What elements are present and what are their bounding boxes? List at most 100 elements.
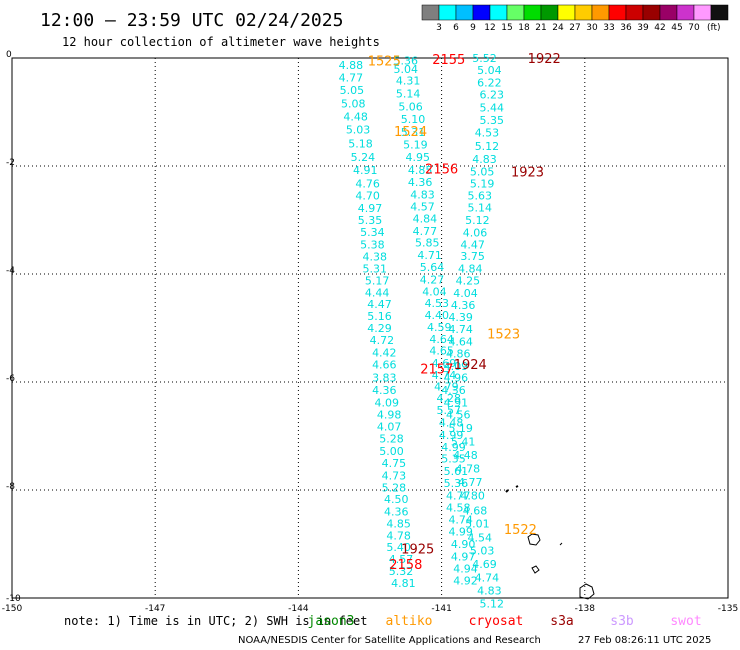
swh-point: 4.91: [353, 164, 378, 177]
swh-point: 4.57: [410, 201, 435, 214]
colorbar-label: 21: [535, 23, 546, 33]
swh-point: 5.28: [379, 433, 404, 446]
x-tick-label: -150: [2, 604, 23, 614]
satellite-legend-jason3: jason3: [308, 614, 355, 629]
colorbar-label: 42: [654, 23, 665, 33]
swh-point: 5.19: [448, 422, 473, 435]
swh-point: 4.95: [405, 151, 430, 164]
swh-point: 5.34: [360, 226, 385, 239]
swh-point: 6.23: [479, 89, 504, 102]
swh-point: 5.85: [415, 237, 440, 250]
swh-point: 4.38: [363, 251, 388, 264]
swh-point: 4.48: [439, 417, 464, 430]
swh-point: 4.99: [439, 429, 464, 442]
swh-point: 4.74: [448, 323, 473, 336]
colorbar-label: 9: [470, 23, 476, 33]
satellite-legend-s3b: s3b: [610, 614, 634, 629]
swh-point: 5.04: [394, 63, 419, 76]
swh-point: 4.44: [365, 286, 390, 299]
swh-point: 4.48: [453, 449, 478, 462]
swh-point: 5.64: [420, 261, 445, 274]
swh-point: 5.40: [386, 541, 411, 554]
swh-point: 4.83: [410, 189, 435, 202]
swh-point: 4.04: [422, 285, 447, 298]
colorbar-label: 36: [620, 23, 632, 33]
swh-point: 4.83: [477, 584, 502, 597]
colorbar-swatch: [540, 4, 559, 21]
pass-time-label: 2156: [425, 163, 458, 178]
swh-point: 4.36: [451, 299, 476, 312]
swh-point: 5.10: [401, 113, 426, 126]
swh-point: 4.88: [339, 59, 364, 72]
swh-point: 4.53: [425, 297, 450, 310]
swh-point: 4.86: [446, 347, 471, 360]
colorbar-swatch: [506, 4, 525, 21]
swh-point: 4.50: [384, 493, 409, 506]
colorbar-swatch: [489, 4, 508, 21]
colorbar-label: 45: [671, 23, 682, 33]
pass-time-label: 1523: [487, 327, 520, 342]
swh-point: 4.69: [432, 357, 457, 370]
colorbar-label: 15: [501, 23, 512, 33]
swh-point: 4.39: [448, 311, 473, 324]
swh-point: 4.06: [463, 226, 488, 239]
colorbar-swatch: [591, 4, 610, 21]
colorbar: 3 6 9 12 15 18 21 24 27 30 33 36 39 42 45 70: [421, 4, 729, 33]
pass-time-label: 1525: [368, 55, 401, 70]
grid: [12, 58, 728, 598]
swh-point: 5.52: [472, 52, 497, 65]
swh-point: 4.48: [343, 110, 368, 123]
swh-point: 4.36: [384, 506, 409, 519]
satellite-legend: jason3 altiko cryosat s3a s3b swot: [308, 614, 702, 629]
colorbar-label: 24: [552, 23, 564, 33]
swh-point: 4.56: [446, 408, 471, 421]
swh-point: 4.25: [456, 274, 481, 287]
colorbar-label: 70: [688, 23, 700, 33]
swh-point: 4.64: [448, 336, 473, 349]
swh-point: 4.73: [382, 469, 407, 482]
swh-point: 4.69: [472, 558, 497, 571]
colorbar-swatch: [574, 4, 593, 21]
colorbar-swatch: [693, 4, 712, 21]
swh-point: 4.75: [382, 457, 407, 470]
swh-point: 5.35: [358, 214, 383, 227]
pass-time-label: 1522: [504, 523, 537, 538]
y-tick-label: -8: [6, 482, 15, 492]
swh-point: 4.59: [427, 321, 452, 334]
satellite-legend-cryosat: cryosat: [469, 614, 524, 629]
swh-point: 4.74: [432, 369, 457, 382]
swh-point: 4.77: [413, 225, 438, 238]
swh-point: 5.01: [465, 517, 490, 530]
swh-point: 4.66: [372, 359, 397, 372]
swh-point: 5.61: [444, 465, 469, 478]
swh-point: 4.78: [456, 462, 481, 475]
swh-point: 4.77: [446, 489, 471, 502]
swh-point: 4.76: [355, 177, 380, 190]
swh-point: 5.19: [403, 138, 428, 151]
swh-point: 5.57: [437, 404, 462, 417]
swh-point: 4.83: [472, 153, 497, 166]
satellite-legend-s3a: s3a: [550, 614, 573, 629]
swh-point: 4.71: [417, 249, 442, 262]
swh-point: 4.92: [453, 575, 478, 588]
swh-point: 5.06: [398, 101, 423, 114]
swh-point: 4.58: [446, 501, 471, 514]
y-tick-label: 0: [6, 50, 12, 60]
swh-point: 4.80: [460, 489, 485, 502]
footer-timestamp: 27 Feb 08:26:11 UTC 2025: [578, 635, 711, 646]
swh-point: 4.36: [408, 176, 433, 189]
colorbar-swatch: [472, 4, 491, 21]
pass-time-label: 1524: [394, 125, 427, 140]
footer-credit: NOAA/NESDIS Center for Satellite Applica…: [238, 635, 541, 646]
swh-point: 5.14: [396, 88, 421, 101]
swh-point: 4.70: [355, 190, 380, 203]
y-tick-label: -6: [6, 374, 15, 384]
swh-point: 4.84: [413, 212, 438, 225]
swh-point: 4.94: [453, 562, 478, 575]
swh-point: 5.36: [444, 477, 469, 490]
swh-point: 4.97: [451, 550, 476, 563]
colorbar-swatch: [608, 4, 627, 21]
swh-point: 4.72: [370, 334, 395, 347]
swh-point: 5.24: [351, 151, 376, 164]
swh-point: 5.38: [360, 238, 385, 251]
